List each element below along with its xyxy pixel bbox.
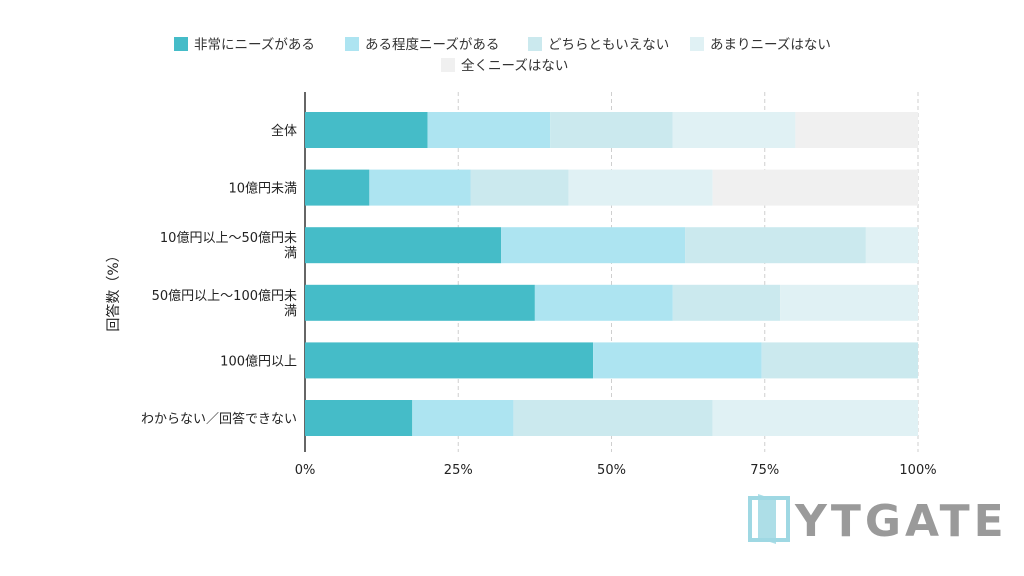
legend-label: 全くニーズはない: [461, 57, 568, 74]
bar-segment: [412, 400, 514, 436]
bar-segment: [305, 169, 370, 206]
y-axis-label: 回答数（%）: [105, 248, 122, 331]
legend-swatch: [345, 37, 359, 51]
legend-swatch: [690, 37, 704, 51]
bar-segment: [593, 342, 762, 379]
bar-segment: [712, 169, 918, 206]
bar-segment: [470, 169, 569, 206]
bar-segment: [513, 400, 713, 436]
bar-segment: [712, 400, 918, 436]
legend-label: あまりニーズはない: [710, 37, 831, 53]
bar-segment: [780, 284, 918, 321]
category-label: わからない／回答できない: [141, 411, 297, 427]
legend: 非常にニーズがある ある程度ニーズがある どちらともいえない あまりニーズはない全くニ…: [174, 37, 831, 74]
category-label: 10億円未満: [228, 181, 297, 197]
category-label: 全体: [271, 123, 297, 139]
legend-label: 非常にニーズがある: [194, 37, 315, 53]
bar-segment: [534, 284, 673, 321]
category-label: 50億円以上〜100億円未満: [152, 288, 297, 319]
bar-segment: [550, 112, 673, 148]
bar-segment: [795, 112, 918, 148]
bars: [305, 112, 918, 436]
grid-lines: [304, 92, 919, 452]
bar-segment: [685, 227, 866, 264]
brand-logo: YTGATE: [748, 494, 1008, 547]
bar-segment: [427, 112, 551, 148]
bar-segment: [305, 284, 535, 321]
legend-swatch: [528, 37, 542, 51]
legend-swatch: [174, 37, 188, 51]
bar-segment: [761, 342, 918, 379]
logo-text: YTGATE: [794, 496, 1008, 547]
bar-segment: [305, 400, 413, 436]
x-tick-labels: 0% 25% 50% 75% 100%: [295, 463, 937, 478]
legend-label: ある程度ニーズがある: [365, 37, 499, 53]
bar-segment: [305, 342, 594, 379]
bar-segment: [305, 112, 428, 148]
bar-segment: [369, 169, 471, 206]
x-tick-label: 0%: [295, 463, 316, 478]
x-tick-label: 50%: [597, 463, 626, 478]
bar-segment: [672, 112, 796, 148]
x-tick-label: 100%: [899, 463, 936, 478]
bar-segment: [672, 284, 781, 321]
x-tick-label: 75%: [750, 463, 779, 478]
category-labels: 全体 10億円未満 10億円以上〜50億円未満 50億円以上〜100億円未満 100億円…: [141, 123, 297, 427]
bar-segment: [865, 227, 918, 264]
category-label: 10億円以上〜50億円未満: [160, 230, 297, 261]
bar-segment: [501, 227, 686, 264]
bar-segment: [305, 227, 502, 264]
x-tick-label: 25%: [444, 463, 473, 478]
legend-label: どちらともいえない: [548, 37, 669, 53]
bar-segment: [568, 169, 713, 206]
category-label: 100億円以上: [220, 353, 297, 369]
door-icon: [748, 494, 790, 544]
legend-swatch: [441, 58, 455, 72]
